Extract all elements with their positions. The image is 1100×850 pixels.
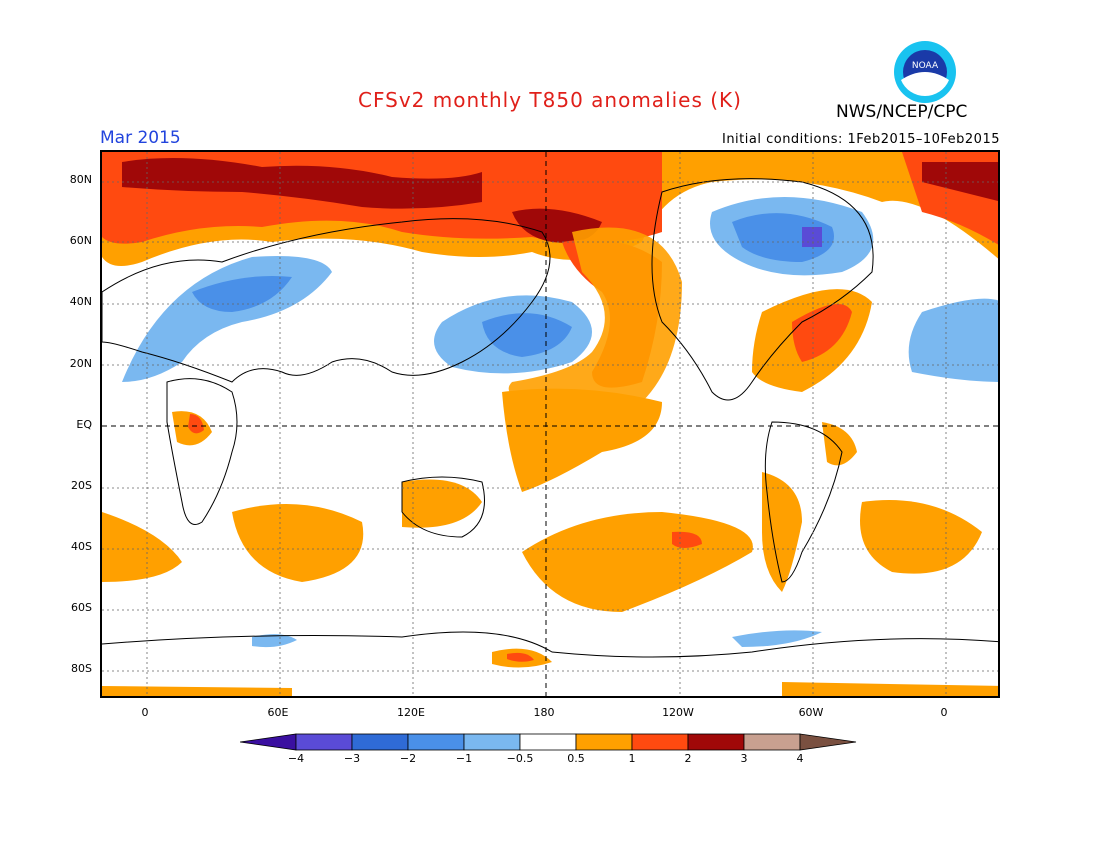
colorbar-tick-label: 1 <box>628 752 636 765</box>
warm-anomaly-region <box>102 512 182 582</box>
lon-label-120w: 120W <box>662 706 694 719</box>
colorbar-segment <box>687 733 745 751</box>
lat-label-60s: 60S <box>71 601 92 614</box>
anomaly-map <box>100 150 1000 698</box>
very-warm-region <box>122 158 482 209</box>
cold-anomaly-region <box>122 256 332 382</box>
lat-label-60n: 60N <box>69 234 92 247</box>
lon-label-0: 0 <box>141 706 149 719</box>
lat-label-eq: EQ <box>76 418 92 431</box>
lat-label-40s: 40S <box>71 540 92 553</box>
lon-label-60e: 60E <box>267 706 289 719</box>
warm-anomaly-region <box>508 227 682 407</box>
colorbar-tick-label: 2 <box>684 752 692 765</box>
warm-anomaly-region <box>102 686 292 696</box>
warm-anomaly-region <box>822 422 857 466</box>
cold-anomaly-region <box>192 276 292 312</box>
coastline-australia <box>401 476 485 538</box>
colorbar-arrow-low <box>239 733 297 751</box>
warm-anomaly-region <box>762 472 802 592</box>
lon-label-120e: 120E <box>397 706 425 719</box>
cold-anomaly-region <box>908 298 998 382</box>
initial-conditions: Initial conditions: 1Feb2015–10Feb2015 <box>721 132 1000 147</box>
warm-anomaly-region <box>860 500 982 574</box>
colorbar-segment <box>463 733 521 751</box>
warm-anomaly-region <box>402 479 482 528</box>
colorbar-tick-label: 0.5 <box>567 752 585 765</box>
lat-label-80s: 80S <box>71 662 92 675</box>
very-warm-region <box>922 162 998 201</box>
coastline-antarctica <box>102 631 998 658</box>
coastline-south-america <box>764 421 843 583</box>
cold-anomaly-region <box>252 634 297 648</box>
colorbar-segment <box>743 733 801 751</box>
chart-title: CFSv2 monthly T850 anomalies (K) <box>358 88 742 112</box>
lon-label-0-east: 0 <box>940 706 948 719</box>
strong-warm-region <box>188 414 204 434</box>
colorbar-tick-label: −3 <box>343 752 361 765</box>
colorbar-segment <box>351 733 409 751</box>
colorbar-segment <box>519 733 577 751</box>
coastline-africa <box>166 378 238 525</box>
strong-warm-region <box>672 531 702 548</box>
warm-anomaly-region <box>522 512 753 612</box>
colorbar-tick-label: 3 <box>740 752 748 765</box>
colorbar-segment <box>295 733 353 751</box>
coastline-eurasia <box>102 218 551 383</box>
warm-anomaly-region <box>502 388 662 492</box>
forecast-month: Mar 2015 <box>100 128 181 148</box>
cold-anomaly-region <box>732 213 834 262</box>
lat-label-20n: 20N <box>69 357 92 370</box>
logo-text: NOAA <box>912 61 939 71</box>
colorbar-tick-label: −4 <box>287 752 305 765</box>
colorbar-segment <box>575 733 633 751</box>
colorbar-tick-label: −1 <box>455 752 473 765</box>
cold-anomaly-region <box>482 313 572 357</box>
colorbar-tick-label: 4 <box>796 752 804 765</box>
colorbar-arrow-high <box>799 733 857 751</box>
warm-anomaly-region <box>782 682 998 696</box>
lat-label-40n: 40N <box>69 295 92 308</box>
colorbar-segment <box>631 733 689 751</box>
cold-anomaly-region <box>802 227 822 247</box>
cold-anomaly-region <box>732 630 822 647</box>
warm-anomaly-region <box>232 504 364 582</box>
noaa-logo: NOAA <box>893 40 957 104</box>
colorbar <box>239 733 862 755</box>
lon-label-60w: 60W <box>798 706 824 719</box>
strong-warm-region <box>792 304 852 362</box>
colorbar-segment <box>407 733 465 751</box>
lat-label-80n: 80N <box>69 173 92 186</box>
colorbar-tick-label: −0.5 <box>506 752 534 765</box>
colorbar-tick-label: −2 <box>399 752 417 765</box>
lat-label-20s: 20S <box>71 479 92 492</box>
agency-label: NWS/NCEP/CPC <box>836 102 968 122</box>
strong-warm-region <box>507 652 534 662</box>
lon-label-180: 180 <box>533 706 555 719</box>
